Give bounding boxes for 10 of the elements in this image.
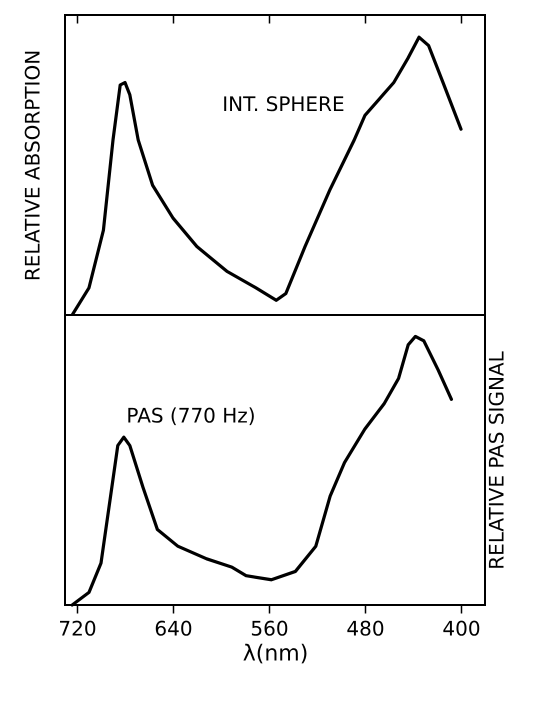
x-tick-label: 480 xyxy=(346,616,385,640)
x-tick-label: 400 xyxy=(442,616,481,640)
x-tick-label: 560 xyxy=(250,616,289,640)
series-label: INT. SPHERE xyxy=(222,92,345,116)
y2-axis-title: RELATIVE PAS SIGNAL xyxy=(484,350,508,570)
x-tick-label: 720 xyxy=(58,616,97,640)
y-axis-title: RELATIVE ABSORPTION xyxy=(20,50,44,282)
x-axis-title: λ(nm) xyxy=(242,642,308,666)
x-tick-label: 640 xyxy=(154,616,193,640)
series-label: PAS (770 Hz) xyxy=(126,404,256,428)
